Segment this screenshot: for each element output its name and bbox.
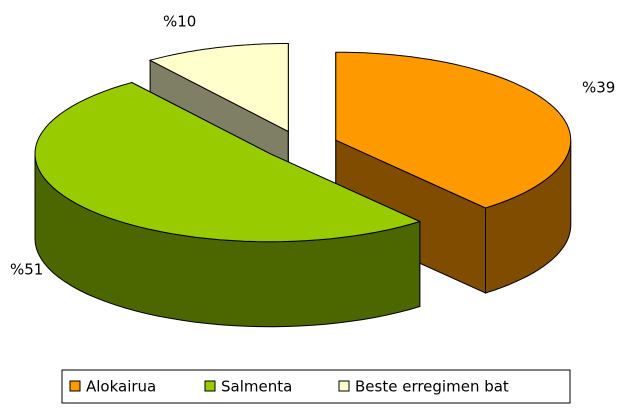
slice-top [34,81,422,243]
slice-top [148,43,289,133]
pie-slice [34,81,422,328]
legend-swatch [204,380,216,392]
legend-label: Salmenta [221,378,292,396]
legend-swatch [69,380,81,392]
legend-box [61,369,571,404]
legend-label: Beste erregimen bat [355,378,509,396]
data-label: %51 [10,261,43,279]
legend-label: Alokairua [86,378,156,396]
data-label: %39 [582,79,615,97]
slice-top [335,51,572,209]
data-label: %10 [163,13,196,31]
legend-swatch [338,380,350,392]
